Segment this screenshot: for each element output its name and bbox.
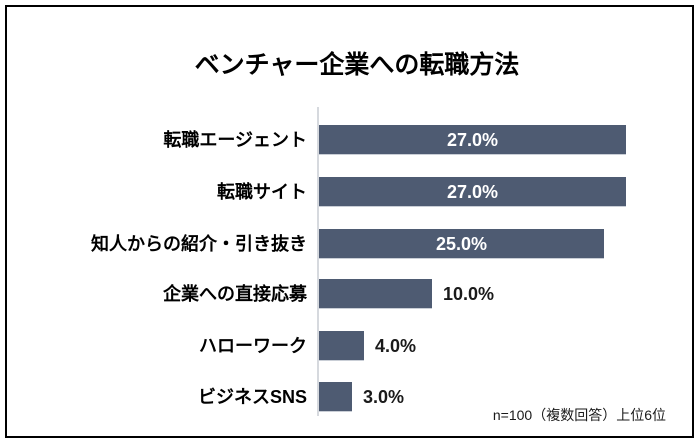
category-label: ハローワーク (199, 336, 307, 356)
category-label: ビジネスSNS (197, 387, 307, 407)
bar-value-label: 10.0% (443, 284, 495, 304)
bar-container: 25.0% (319, 229, 606, 259)
bar-row: 企業への直接応募 10.0% (7, 279, 700, 309)
bar-container: 4.0% (319, 331, 416, 361)
bar-value-label: 27.0% (446, 130, 499, 150)
category-label: 転職エージェント (163, 130, 307, 150)
bar-container: 27.0% (319, 177, 628, 207)
bar-segment[interactable] (319, 331, 364, 361)
bar-row: ハローワーク 4.0% (7, 331, 700, 361)
bar-row: ビジネスSNS 3.0% (7, 382, 700, 412)
bar-value-label: 25.0% (435, 234, 488, 254)
chart-frame: ベンチャー企業への転職方法 転職エージェント 27.0% 転職サイト 27.0%… (5, 5, 694, 438)
category-label: 知人からの紹介・引き抜き (91, 234, 307, 254)
bar-container: 10.0% (319, 279, 494, 309)
value-axis-line (317, 107, 319, 416)
chart-title: ベンチャー企業への転職方法 (194, 51, 520, 79)
category-label: 転職サイト (217, 182, 307, 202)
bar-segment[interactable] (319, 279, 432, 309)
bar-segment[interactable] (319, 229, 604, 259)
chart-footnote: n=100（複数回答）上位6位 (492, 407, 666, 423)
category-label: 企業への直接応募 (163, 284, 307, 304)
bar-row: 転職エージェント 27.0% (7, 125, 700, 155)
bar-container: 3.0% (319, 382, 404, 412)
bar-segment[interactable] (319, 177, 626, 207)
bar-row: 知人からの紹介・引き抜き 25.0% (7, 229, 700, 259)
bar-value-label: 3.0% (363, 387, 405, 407)
bar-segment[interactable] (319, 125, 626, 155)
bar-row: 転職サイト 27.0% (7, 177, 700, 207)
bar-segment[interactable] (319, 382, 352, 412)
bar-container: 27.0% (319, 125, 628, 155)
plot-area: 転職エージェント 27.0% 転職サイト 27.0% 知人からの紹介・引き抜き … (7, 7, 700, 444)
bar-value-label: 4.0% (375, 336, 417, 356)
bar-value-label: 27.0% (446, 182, 499, 202)
